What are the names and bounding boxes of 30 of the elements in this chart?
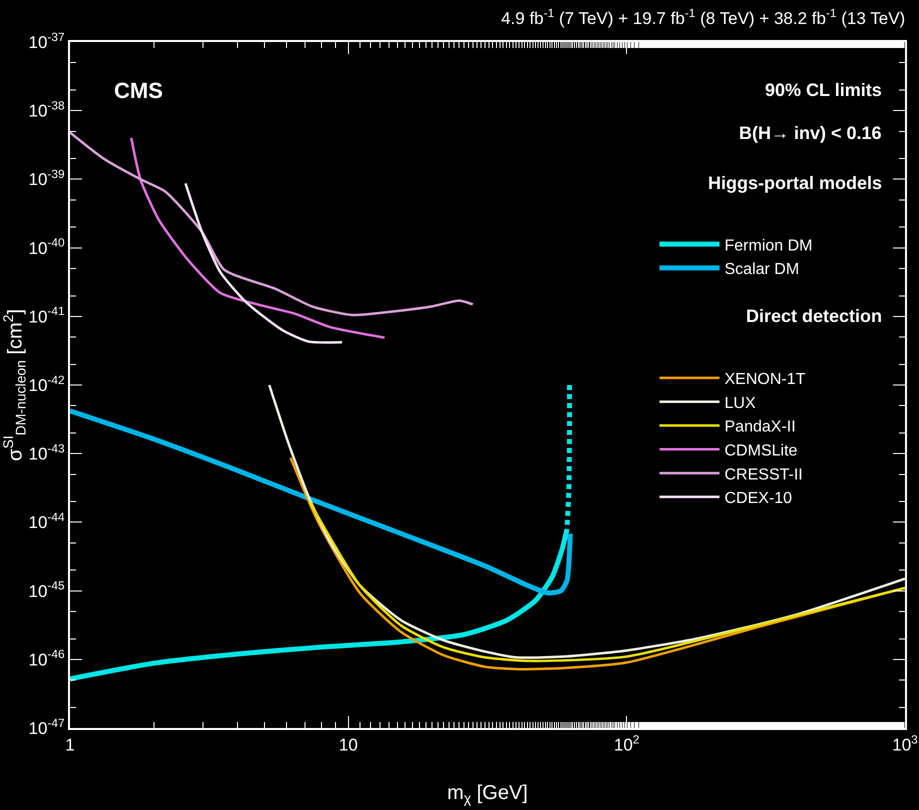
y-tick-label: 10$^{-44}$ (28, 510, 65, 532)
legend-label: CRESST-II (724, 466, 803, 484)
legend-label: Scalar DM (724, 261, 800, 278)
x-tick-label: 10 (338, 735, 358, 754)
annotation: B(H→ inv) < 0.16 (739, 123, 882, 143)
y-tick-label: 10$^{-41}$ (28, 304, 65, 326)
y-tick-label: 10$^{-45}$ (28, 578, 65, 601)
legend-label: CDMSLite (724, 442, 798, 460)
y-tick-label: 10$^{-37}$ (28, 30, 65, 52)
y-tick-label: 10$^{-38}$ (28, 98, 65, 121)
y-tick-label: 10$^{-39}$ (28, 167, 65, 190)
legend-label: Fermion DM (724, 237, 813, 254)
legend-label: XENON-1T (724, 371, 806, 388)
x-tick-label: 1 (65, 735, 75, 754)
y-tick-label: 10$^{-46}$ (28, 647, 65, 670)
y-tick-label: 10$^{-43}$ (28, 441, 65, 464)
y-tick-label: 10$^{-47}$ (28, 716, 65, 738)
chart-title: 4.9 fb$^{-1}$ (7 TeV) + 19.7 fb$^{-1}$ (8 TeV) + 38.2 fb$^{-1}$ (13 TeV) (501, 6, 906, 28)
annotation: Direct detection (746, 306, 882, 326)
x-tick-label: 10$^{3}$ (892, 732, 918, 754)
legend-label: LUX (724, 394, 756, 412)
y-tick-label: 10$^{-40}$ (28, 236, 65, 258)
legend-label: CDEX-10 (724, 490, 792, 508)
annotation: CMS (114, 78, 163, 103)
legend-label: PandaX-II (724, 418, 796, 436)
x-axis-title: m$_{χ}$ [GeV] (447, 782, 528, 806)
y-tick-label: 10$^{-42}$ (28, 372, 65, 395)
x-tick-label: 10$^{2}$ (614, 732, 640, 754)
annotation: 90% CL limits (765, 80, 882, 100)
annotation: Higgs-portal models (708, 173, 882, 193)
